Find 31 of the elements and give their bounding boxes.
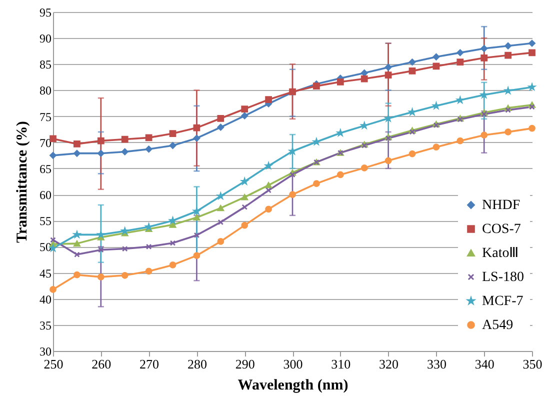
x-tick-label: 260 xyxy=(92,356,112,372)
x-tick-label: 290 xyxy=(235,356,255,372)
y-tick-label: 85 xyxy=(40,58,52,72)
legend-label: MCF-7 xyxy=(482,294,524,309)
x-tick-label: 280 xyxy=(187,356,207,372)
y-tick-label: 45 xyxy=(40,266,52,280)
x-tick-label: 310 xyxy=(331,356,351,372)
x-tick-label: 270 xyxy=(140,356,160,372)
x-axis-title: Wavelength (nm) xyxy=(238,378,348,394)
y-tick-label: 80 xyxy=(40,84,52,98)
x-tick-label: 300 xyxy=(283,356,303,372)
y-tick-label: 90 xyxy=(40,32,52,46)
y-tick-label: 30 xyxy=(40,344,52,358)
y-tick-label: 95 xyxy=(40,6,52,20)
y-tick-label: 35 xyxy=(40,318,52,332)
y-tick-label: 65 xyxy=(40,162,52,176)
y-tick-label: 55 xyxy=(40,214,52,228)
legend-label: A549 xyxy=(482,318,514,333)
legend-label: KatoⅢ xyxy=(482,246,520,261)
x-tick-label: 320 xyxy=(379,356,399,372)
x-tick-label: 340 xyxy=(474,356,494,372)
y-axis-title: Transmittance (%) xyxy=(14,121,30,243)
y-tick-label: 75 xyxy=(40,110,52,124)
legend-label: COS-7 xyxy=(482,222,521,237)
x-tick-label: 250 xyxy=(44,356,64,372)
x-tick-label: 350 xyxy=(522,356,542,372)
legend-label: NHDF xyxy=(482,198,520,213)
x-tick-label: 330 xyxy=(426,356,446,372)
legend-label: LS-180 xyxy=(482,270,524,285)
y-tick-label: 40 xyxy=(40,292,52,306)
y-tick-label: 60 xyxy=(40,188,52,202)
